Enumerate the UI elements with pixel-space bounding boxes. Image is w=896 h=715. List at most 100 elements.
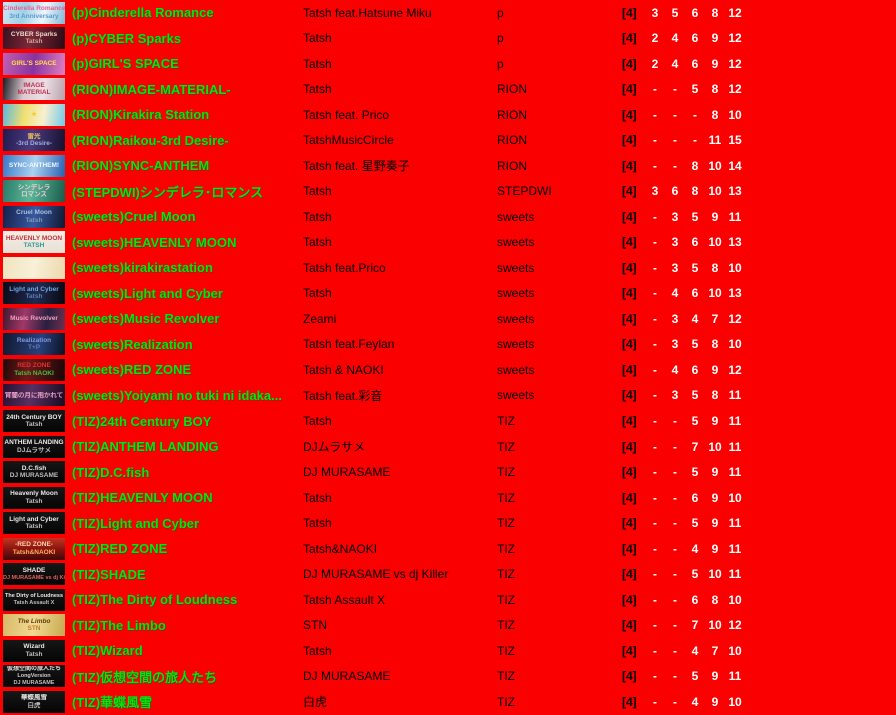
song-row[interactable]: Cruel Moon Tatsh (sweets)Cruel Moon Tatsh sw… — [0, 204, 896, 230]
song-banner-thumbnail[interactable]: CYBER Sparks Tatsh — [3, 27, 65, 50]
song-banner-thumbnail[interactable]: Cinderella Romance 3rd Anniversary — [3, 1, 65, 24]
song-row[interactable]: Wizard Tatsh (TIZ)Wizard Tatsh TIZ [4] - -4 7 10 — [0, 638, 896, 664]
song-banner-thumbnail[interactable]: HEAVENLY MOON TATSH — [3, 231, 65, 254]
song-banner-thumbnail[interactable]: 華蝶風雪 白虎 — [3, 690, 65, 713]
song-banner-thumbnail[interactable]: 雷光 -3rd Desire- — [3, 129, 65, 152]
banner-text: Tatsh — [25, 38, 43, 46]
song-banner-thumbnail[interactable]: Wizard Tatsh — [3, 639, 65, 662]
difficulty-value: - — [653, 209, 657, 224]
difficulty-value: 3 — [651, 184, 659, 199]
song-banner-thumbnail[interactable]: IMAGE MATERIAL — [3, 78, 65, 101]
song-row[interactable]: HEAVENLY MOON TATSH (sweets)HEAVENLY MOON T… — [0, 230, 896, 256]
song-row[interactable]: 24th Century BOY Tatsh (TIZ)24th Century B… — [0, 408, 896, 434]
song-artist: Tatsh — [303, 209, 332, 224]
song-artist: Tatsh — [303, 235, 332, 250]
difficulty-value: 10 — [708, 439, 722, 454]
song-row[interactable]: Music Revolver (sweets)Music Revolver Zeam… — [0, 306, 896, 332]
song-artist: Tatsh & NAOKI — [303, 362, 384, 377]
song-row[interactable]: RED ZONE Tatsh NAOKI (sweets)RED ZONE Tatsh… — [0, 357, 896, 383]
song-banner-thumbnail[interactable]: Realization T+P — [3, 333, 65, 356]
song-banner-thumbnail[interactable]: GIRL'S SPACE — [3, 52, 65, 75]
song-category: sweets — [497, 311, 535, 326]
song-row[interactable]: The Limbo STN (TIZ)The Limbo STN TIZ [4] - -7 10… — [0, 612, 896, 638]
difficulty-value: - — [653, 362, 657, 377]
banner-text: Light and Cyber — [9, 285, 59, 293]
song-row[interactable]: Cinderella Romance 3rd Anniversary (p)Cind… — [0, 0, 896, 26]
song-row[interactable]: ★ (RION)Kirakira Station Tatsh feat. Prico… — [0, 102, 896, 128]
song-row[interactable]: 雷光 -3rd Desire- (RION)Raikou-3rd Desire- Ta… — [0, 128, 896, 154]
song-row[interactable]: 華蝶風雪 白虎 (TIZ)華蝶風雪 白虎 TIZ [4] - -4 9 10 — [0, 689, 896, 715]
difficulty-value: 10 — [728, 592, 742, 607]
song-banner-thumbnail[interactable]: Light and Cyber Tatsh — [3, 282, 65, 305]
song-row[interactable]: The Dirty of Loudness Tatsh Assault X (TIZ… — [0, 587, 896, 613]
song-row[interactable]: Realization T+P (sweets)Realization Tatsh f… — [0, 332, 896, 358]
song-banner-thumbnail[interactable]: 仮想空間の旅人たち LongVersion DJ MURASAME — [3, 665, 65, 688]
song-banner-thumbnail[interactable]: 宵闇の月に抱かれて — [3, 384, 65, 407]
song-row[interactable]: GIRL'S SPACE (p)GIRL'S SPACE Tatsh p [4] 2 4 6 9… — [0, 51, 896, 77]
difficulty-value: 4 — [671, 56, 679, 71]
song-banner-thumbnail[interactable]: SYNC-ANTHEM! — [3, 154, 65, 177]
difficulty-value: 5 — [691, 209, 699, 224]
song-title: (sweets)Cruel Moon — [72, 209, 196, 225]
song-row[interactable]: シンデレラ ロマンス (STEPDWI)シンデレラ･ロマンス Tatsh STEPDWI… — [0, 179, 896, 205]
difficulty-value: - — [653, 388, 657, 403]
song-banner-thumbnail[interactable]: Music Revolver — [3, 307, 65, 330]
difficulty-value: 11 — [728, 439, 742, 454]
song-banner-thumbnail[interactable]: シンデレラ ロマンス — [3, 180, 65, 203]
song-banner-thumbnail[interactable] — [3, 256, 65, 279]
difficulty-value: - — [653, 235, 657, 250]
difficulty-prefix: [4] — [622, 643, 637, 658]
song-banner-thumbnail[interactable]: -RED ZONE- Tatsh&NAOKI — [3, 537, 65, 560]
song-category: RION — [497, 158, 527, 173]
difficulty-value: 5 — [691, 388, 699, 403]
song-row[interactable]: 仮想空間の旅人たち LongVersion DJ MURASAME (TIZ)仮想空間… — [0, 663, 896, 689]
song-row[interactable]: D.C.fish DJ MURASAME (TIZ)D.C.fish DJ MURAS… — [0, 459, 896, 485]
banner-text: DJムラサメ — [17, 446, 51, 454]
song-banner-thumbnail[interactable]: Light and Cyber Tatsh — [3, 512, 65, 535]
song-banner-thumbnail[interactable]: ★ — [3, 103, 65, 126]
song-row[interactable]: (sweets)kirakirastation Tatsh feat.Prico s… — [0, 255, 896, 281]
difficulty-value: 6 — [691, 592, 699, 607]
song-title: (sweets)HEAVENLY MOON — [72, 234, 237, 250]
banner-text: Heavenly Moon — [10, 490, 58, 498]
song-banner-thumbnail[interactable]: Heavenly Moon Tatsh — [3, 486, 65, 509]
song-category: sweets — [497, 286, 535, 301]
song-row[interactable]: CYBER Sparks Tatsh (p)CYBER Sparks Tatsh p [4… — [0, 26, 896, 52]
song-title: (TIZ)24th Century BOY — [72, 413, 212, 429]
song-banner-thumbnail[interactable]: The Dirty of Loudness Tatsh Assault X — [3, 588, 65, 611]
difficulty-prefix: [4] — [622, 516, 637, 531]
song-row[interactable]: Light and Cyber Tatsh (TIZ)Light and Cyber… — [0, 510, 896, 536]
song-artist: Tatsh — [303, 414, 332, 428]
song-category: RION — [497, 82, 527, 97]
song-row[interactable]: Light and Cyber Tatsh (sweets)Light and Cy… — [0, 281, 896, 307]
difficulty-value: 8 — [711, 388, 719, 403]
song-category: TIZ — [497, 694, 515, 709]
song-title: (TIZ)SHADE — [72, 566, 146, 582]
banner-text: Wizard — [23, 643, 45, 651]
song-artist: Tatsh Assault X — [303, 592, 386, 607]
song-row[interactable]: IMAGE MATERIAL (RION)IMAGE-MATERIAL- Tatsh R… — [0, 77, 896, 103]
song-banner-thumbnail[interactable]: Cruel Moon Tatsh — [3, 205, 65, 228]
song-artist: Zeami — [303, 311, 337, 326]
song-artist: Tatsh feat.Hatsune Miku — [303, 5, 432, 20]
song-banner-thumbnail[interactable]: 24th Century BOY Tatsh — [3, 410, 65, 432]
song-banner-thumbnail[interactable]: ANTHEM LANDING DJムラサメ — [3, 435, 65, 458]
difficulty-value: - — [673, 133, 677, 148]
song-banner-thumbnail[interactable]: The Limbo STN — [3, 614, 65, 637]
song-banner-thumbnail[interactable]: D.C.fish DJ MURASAME — [3, 461, 65, 484]
banner-text: D.C.fish — [21, 464, 47, 472]
song-row[interactable]: -RED ZONE- Tatsh&NAOKI (TIZ)RED ZONE Tatsh&… — [0, 536, 896, 562]
song-row[interactable]: 宵闇の月に抱かれて (sweets)Yoiyami no tuki ni idak… — [0, 383, 896, 409]
song-row[interactable]: ANTHEM LANDING DJムラサメ (TIZ)ANTHEM LANDING D… — [0, 434, 896, 460]
difficulty-value: 10 — [728, 643, 742, 658]
song-row[interactable]: SYNC-ANTHEM! (RION)SYNC-ANTHEM Tatsh feat.… — [0, 153, 896, 179]
song-category: sweets — [497, 260, 535, 275]
song-title: (TIZ)ANTHEM LANDING — [72, 439, 219, 455]
difficulty-prefix: [4] — [622, 209, 637, 224]
song-row[interactable]: Heavenly Moon Tatsh (TIZ)HEAVENLY MOON Tats… — [0, 485, 896, 511]
difficulty-value: 9 — [711, 516, 719, 531]
difficulty-value: 8 — [711, 260, 719, 275]
song-banner-thumbnail[interactable]: RED ZONE Tatsh NAOKI — [3, 358, 65, 381]
